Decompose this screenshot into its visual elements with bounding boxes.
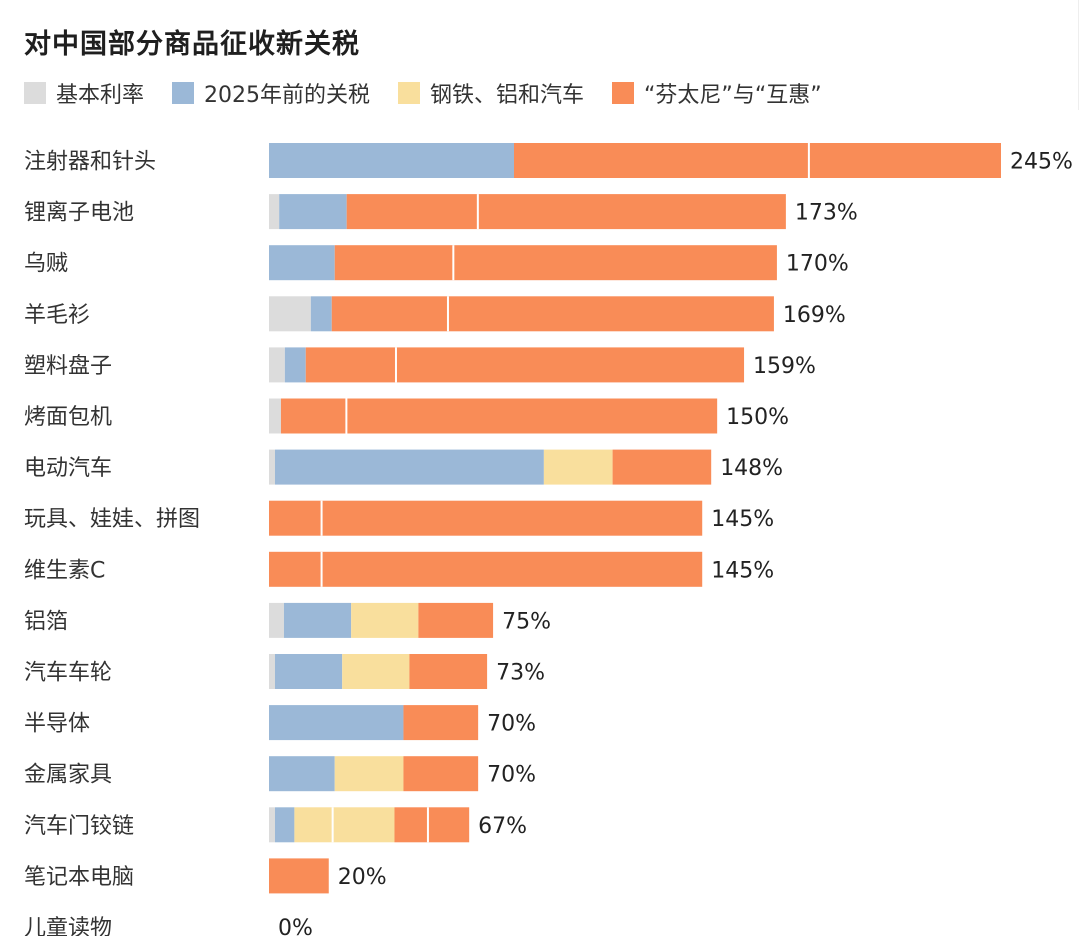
total-label: 67% (478, 814, 527, 839)
bar-segment-base-rate (269, 807, 275, 843)
legend-swatch-fentanyl-reciprocal (612, 82, 635, 104)
legend-item-steel-aluminum-autos: 钢铁、铝和汽车 (398, 77, 584, 109)
bar-segment-fentanyl-reciprocal (418, 602, 494, 638)
category-label: 锂离子电池 (24, 201, 134, 226)
bar-segment-fentanyl-reciprocal (514, 143, 1001, 178)
total-label: 70% (487, 763, 536, 788)
category-label: 汽车车轮 (24, 661, 112, 686)
category-label: 电动汽车 (24, 456, 112, 481)
bar-segment-base-rate (269, 602, 284, 638)
category-label: 羊毛衫 (24, 303, 90, 328)
bar-segment-base-rate (269, 296, 311, 332)
bar-segment-pre-2025-tariff (269, 245, 335, 281)
bar-segment-fentanyl-reciprocal (334, 245, 777, 281)
bar-segment-base-rate (269, 654, 275, 689)
category-label: 儿童读物 (24, 916, 112, 936)
bar-segment-pre-2025-tariff (283, 602, 352, 638)
bar-segment-pre-2025-tariff (269, 756, 335, 792)
bar-segment-fentanyl-reciprocal (403, 705, 479, 741)
total-label: 0% (278, 916, 313, 936)
bar-segment-fentanyl-reciprocal (612, 449, 712, 485)
legend-label-steel-aluminum-autos: 钢铁、铝和汽车 (430, 83, 585, 108)
total-label: 245% (1010, 150, 1073, 175)
category-label: 金属家具 (24, 763, 112, 788)
chart-legend: 基本利率 2025年前的关税 钢铁、铝和汽车 “芬太尼”与“互惠” (24, 76, 850, 110)
bar-segment-fentanyl-reciprocal (346, 194, 786, 230)
total-label: 20% (338, 865, 387, 890)
total-label: 145% (711, 558, 774, 583)
bar-segment-base-rate (269, 347, 285, 383)
total-label: 148% (720, 456, 783, 481)
bar-segment-pre-2025-tariff (279, 194, 347, 230)
category-label: 维生素C (24, 558, 105, 583)
bar-segment-base-rate (269, 194, 280, 230)
edge-divider (1078, 0, 1079, 110)
category-label: 半导体 (24, 712, 90, 737)
bar-segment-fentanyl-reciprocal (394, 807, 470, 843)
total-label: 159% (753, 354, 816, 379)
bar-segment-fentanyl-reciprocal (269, 551, 703, 587)
category-label: 烤面包机 (24, 405, 112, 430)
bar-segment-pre-2025-tariff (269, 143, 514, 178)
legend-label-base-rate: 基本利率 (56, 83, 145, 108)
bar-segment-steel-aluminum-autos (543, 449, 613, 485)
total-label: 173% (795, 201, 858, 226)
legend-item-pre-2025-tariff: 2025年前的关税 (172, 77, 370, 109)
bar-segment-pre-2025-tariff (284, 347, 306, 383)
total-label: 145% (711, 507, 774, 532)
bar-segment-steel-aluminum-autos (342, 654, 410, 689)
bar-segment-fentanyl-reciprocal (403, 756, 479, 792)
legend-swatch-pre-2025-tariff (172, 82, 195, 104)
category-label: 汽车门铰链 (24, 814, 134, 839)
total-label: 73% (496, 661, 545, 686)
total-label: 170% (786, 252, 849, 277)
category-label: 玩具、娃娃、拼图 (24, 507, 200, 532)
bar-segment-pre-2025-tariff (274, 654, 343, 689)
total-label: 70% (487, 712, 536, 737)
bar-segment-fentanyl-reciprocal (331, 296, 774, 332)
category-label: 铝箔 (24, 609, 68, 634)
bar-segment-fentanyl-reciprocal (280, 398, 718, 434)
legend-swatch-base-rate (24, 82, 46, 104)
bar-segment-fentanyl-reciprocal (269, 858, 329, 894)
legend-label-pre-2025-tariff: 2025年前的关税 (204, 83, 371, 108)
legend-item-base-rate: 基本利率 (24, 77, 144, 109)
total-label: 150% (726, 405, 789, 430)
legend-item-fentanyl-reciprocal: “芬太尼”与“互惠” (612, 77, 822, 109)
category-label: 注射器和针头 (24, 150, 156, 175)
bar-segment-steel-aluminum-autos (351, 602, 419, 638)
bar-segment-fentanyl-reciprocal (409, 654, 488, 689)
category-label: 乌贼 (24, 252, 68, 277)
bar-segment-pre-2025-tariff (274, 807, 295, 843)
bar-segment-fentanyl-reciprocal (305, 347, 745, 383)
bar-segment-pre-2025-tariff (274, 449, 544, 485)
total-label: 169% (783, 303, 846, 328)
category-label: 塑料盘子 (24, 354, 112, 379)
bar-segment-pre-2025-tariff (310, 296, 332, 332)
bar-segment-steel-aluminum-autos (294, 807, 395, 843)
bar-segment-base-rate (269, 449, 275, 485)
bar-segment-steel-aluminum-autos (334, 756, 404, 792)
legend-label-fentanyl-reciprocal: “芬太尼”与“互惠” (644, 83, 822, 108)
category-label: 笔记本电脑 (24, 865, 134, 890)
legend-swatch-steel-aluminum-autos (398, 82, 421, 104)
total-label: 75% (502, 609, 551, 634)
bar-segment-base-rate (269, 398, 281, 434)
bar-segment-pre-2025-tariff (269, 705, 404, 741)
bar-segment-fentanyl-reciprocal (269, 500, 703, 536)
chart-title: 对中国部分商品征收新关税 (24, 29, 360, 60)
